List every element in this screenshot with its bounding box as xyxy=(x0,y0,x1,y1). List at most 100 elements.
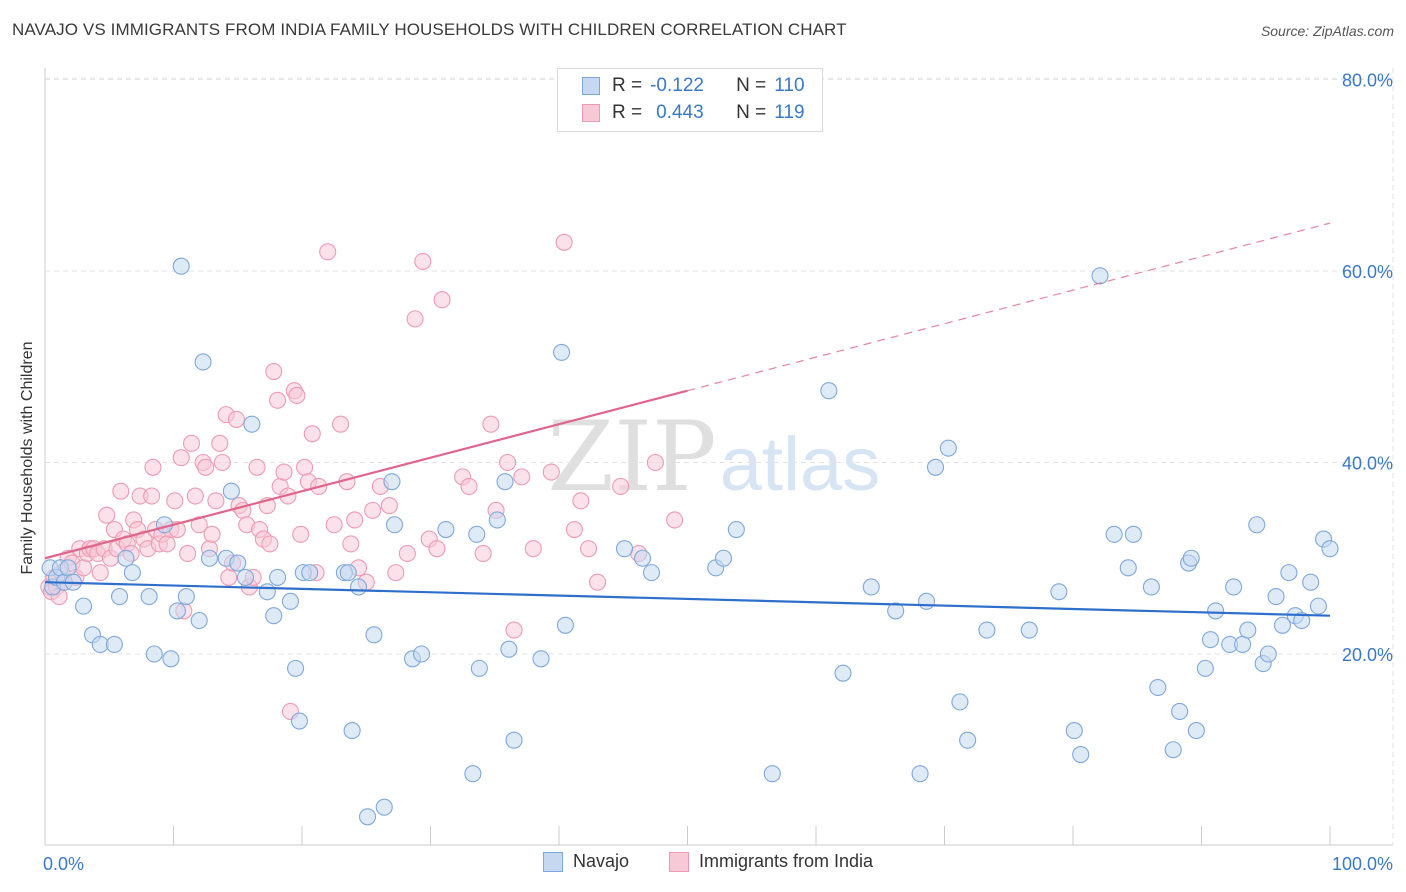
india-point xyxy=(75,559,93,577)
india-point xyxy=(186,487,204,505)
india-point xyxy=(265,362,283,381)
navajo-point xyxy=(642,564,661,582)
india-point xyxy=(398,544,416,563)
india-point xyxy=(580,540,598,558)
india-point xyxy=(213,453,231,472)
india-point xyxy=(112,482,130,500)
navajo-point xyxy=(1065,722,1083,740)
india-point xyxy=(414,252,432,270)
india-point xyxy=(646,453,664,472)
trend-lines xyxy=(44,222,1331,617)
legend-r-label: R = xyxy=(612,102,643,123)
navajo-point xyxy=(375,798,393,816)
navajo-point xyxy=(1050,583,1068,601)
bottom-legend-label-navajo: Navajo xyxy=(573,851,630,871)
india-point xyxy=(211,434,229,452)
source-label: Source: ZipAtlas.com xyxy=(1260,23,1394,39)
navajo-point xyxy=(349,578,368,596)
navajo-point xyxy=(556,616,574,634)
navajo-point xyxy=(117,549,135,567)
legend-row-navajo: R = -0.122 N = 110 xyxy=(582,73,805,99)
navajo-point xyxy=(1309,597,1327,615)
navajo-point xyxy=(505,731,523,749)
legend-n-value: 110 xyxy=(774,75,805,96)
navajo-point xyxy=(365,626,383,644)
navajo-point xyxy=(500,640,518,658)
navajo-point xyxy=(553,343,571,361)
india-point xyxy=(406,310,424,328)
navajo-point xyxy=(385,516,404,534)
navajo-point xyxy=(714,549,733,567)
watermark-zip: ZIP xyxy=(547,401,716,513)
navajo-series xyxy=(41,257,1339,826)
india-point xyxy=(190,516,208,534)
navajo-point xyxy=(290,712,308,730)
navajo-point xyxy=(200,549,219,567)
navajo-point xyxy=(1149,678,1167,697)
navajo-point xyxy=(820,382,838,400)
india-point xyxy=(144,458,162,476)
india-point xyxy=(331,415,350,433)
navajo-point xyxy=(887,602,905,620)
india-point xyxy=(612,477,630,495)
india-point xyxy=(179,544,197,563)
legend-n-label: N = xyxy=(736,75,767,96)
navajo-point xyxy=(1321,540,1339,558)
navajo-point xyxy=(172,257,190,275)
india-point xyxy=(91,564,109,582)
navajo-point xyxy=(1196,659,1214,677)
india-point xyxy=(513,468,531,486)
navajo-point xyxy=(1124,525,1142,543)
navajo-point xyxy=(343,722,361,740)
navajo-point xyxy=(281,592,299,610)
india-point xyxy=(387,564,405,582)
navajo-point xyxy=(763,765,781,783)
india-point xyxy=(207,492,225,510)
india-point xyxy=(158,535,176,553)
india-point xyxy=(227,410,246,428)
navajo-point xyxy=(926,458,945,476)
navajo-point xyxy=(834,664,852,682)
navajo-point xyxy=(339,564,357,582)
y-tick-label: 40.0% xyxy=(1342,454,1393,474)
navajo-point xyxy=(222,482,240,500)
navajo-point xyxy=(412,645,431,663)
navajo-point xyxy=(437,520,455,539)
india-trend-extension xyxy=(687,222,1331,392)
navajo-point xyxy=(1248,516,1266,534)
navajo-point xyxy=(1105,525,1123,543)
navajo-point xyxy=(145,645,163,663)
india-point xyxy=(172,449,190,467)
india-point xyxy=(197,458,215,476)
navajo-point xyxy=(243,415,261,433)
x-tick-label-max: 100.0% xyxy=(1332,854,1393,874)
india-point xyxy=(342,535,360,553)
navajo-point xyxy=(1020,621,1038,639)
navajo-point xyxy=(1259,645,1277,663)
navajo-point xyxy=(1187,722,1205,740)
india-point xyxy=(296,458,314,476)
india-point xyxy=(433,291,451,309)
y-tick-label: 80.0% xyxy=(1342,71,1393,91)
correlation-legend: R = -0.122 N = 110 R = 0.443 N = 119 xyxy=(557,68,823,132)
india-point xyxy=(666,511,684,529)
navajo-point xyxy=(1142,578,1160,596)
navajo-point xyxy=(468,525,486,543)
navajo-point xyxy=(1267,587,1285,606)
navajo-point xyxy=(1293,611,1311,630)
navajo-point xyxy=(464,765,482,783)
watermark-atlas: atlas xyxy=(720,422,881,507)
navajo-point xyxy=(1239,621,1257,639)
navajo-point xyxy=(168,602,186,620)
navajo-point xyxy=(951,693,969,711)
navajo-point xyxy=(194,353,212,371)
navajo-point xyxy=(177,587,195,606)
navajo-point xyxy=(1201,631,1220,649)
navajo-point xyxy=(75,597,93,615)
navajo-point xyxy=(1164,741,1182,759)
navajo-point xyxy=(1302,573,1320,591)
india-point xyxy=(542,463,560,481)
navajo-point xyxy=(383,473,401,491)
bottom-legend-navajo: Navajo xyxy=(543,851,629,872)
legend-r-label: R = xyxy=(612,75,643,96)
